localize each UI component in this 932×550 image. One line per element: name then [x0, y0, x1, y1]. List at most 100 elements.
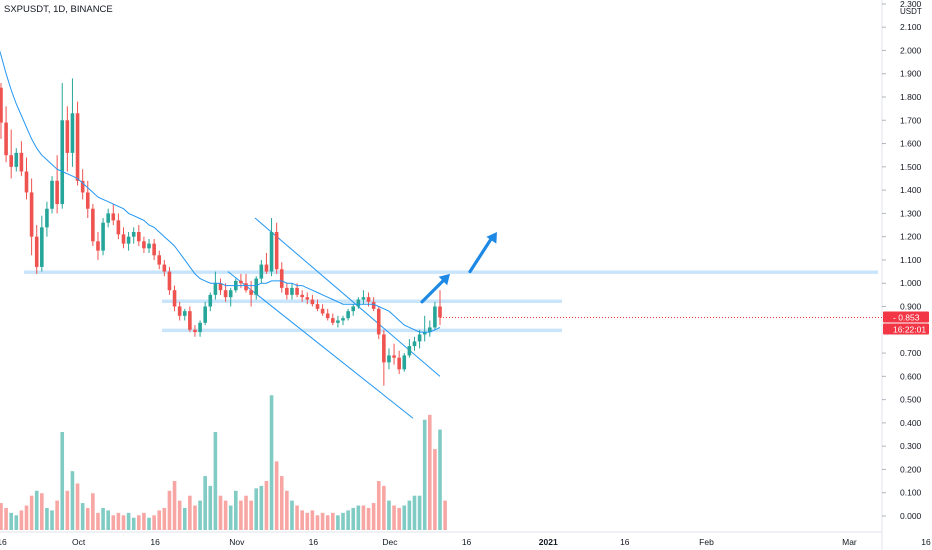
- volume-bar: [234, 490, 238, 530]
- x-tick-label: 16: [620, 537, 630, 547]
- candle-body: [361, 297, 366, 300]
- volume-bar: [361, 505, 366, 530]
- volume-bar: [376, 481, 381, 530]
- volume-bar: [341, 512, 345, 530]
- candle-body: [24, 171, 29, 193]
- candle: [244, 273, 248, 293]
- volume-bar: [137, 515, 141, 530]
- candle-body: [193, 329, 197, 333]
- candle-body: [4, 122, 8, 156]
- candle-body: [402, 355, 407, 370]
- candle: [376, 306, 381, 340]
- price-tags: - 0.853 16:22:01: [440, 311, 929, 335]
- volume-bar: [228, 505, 233, 530]
- volume-bar: [356, 505, 361, 530]
- arrow-head: [486, 232, 497, 244]
- candle: [70, 78, 75, 167]
- support-zone: [162, 328, 562, 333]
- volume-bar: [193, 505, 197, 530]
- volume-bar: [325, 515, 330, 530]
- volume-bar: [407, 500, 412, 530]
- volume-bar: [188, 495, 192, 530]
- y-tick-label: 1.000: [900, 278, 922, 288]
- x-tick-label: Nov: [229, 537, 245, 547]
- y-tick-label: 1.700: [900, 115, 922, 125]
- y-tick-label: 1.300: [900, 208, 922, 218]
- candle-body: [223, 290, 228, 298]
- volume-bar: [65, 490, 70, 530]
- current-price-label: - 0.853: [893, 312, 920, 322]
- moving-average: [0, 50, 441, 333]
- volume-bar: [80, 503, 85, 530]
- candle-body: [341, 318, 345, 321]
- volume-bar: [305, 512, 310, 530]
- candle: [213, 271, 218, 300]
- y-tick-label: 0.100: [900, 488, 922, 498]
- volume-bar: [402, 505, 407, 530]
- arrow-head: [438, 273, 450, 286]
- volume-bar: [172, 481, 177, 530]
- volume-bar: [254, 488, 259, 530]
- candle-body: [315, 304, 320, 309]
- volume-bar: [310, 510, 315, 530]
- candle: [111, 204, 116, 226]
- volume-bar: [285, 490, 289, 530]
- volume-bar: [427, 414, 432, 530]
- candle-body: [371, 301, 376, 309]
- candle: [91, 204, 95, 246]
- volume-bar: [126, 512, 131, 530]
- candle: [137, 225, 141, 246]
- volume-bar: [331, 512, 335, 530]
- y-tick-label: 0.400: [900, 418, 922, 428]
- y-tick-label: 1.800: [900, 92, 922, 102]
- candle: [172, 285, 177, 312]
- candle: [315, 299, 320, 312]
- candle: [325, 308, 330, 321]
- current-price-tag: [883, 311, 929, 323]
- volume-bar: [213, 432, 218, 530]
- volume-bar: [382, 485, 386, 530]
- candle-body: [111, 213, 116, 221]
- candle: [417, 329, 422, 349]
- candle-body: [70, 113, 75, 153]
- volume-bar: [412, 495, 417, 530]
- volume-bar: [152, 515, 156, 530]
- volume-bar: [75, 483, 80, 530]
- candle-body: [19, 152, 24, 172]
- candle-body: [203, 306, 207, 323]
- y-tick-label: 2.300: [900, 0, 922, 9]
- y-tick-label: 1.100: [900, 255, 922, 265]
- candle: [356, 297, 361, 309]
- candle-body: [433, 306, 437, 328]
- candle-body: [65, 120, 70, 153]
- candle-body: [34, 236, 39, 267]
- candle: [208, 292, 213, 312]
- candle-body: [366, 297, 371, 302]
- candle-body: [188, 311, 192, 330]
- candle-body: [239, 280, 243, 284]
- volume-bars: [0, 395, 447, 530]
- y-tick-label: 1.400: [900, 185, 922, 195]
- candle: [121, 227, 126, 249]
- volume-bar: [218, 495, 223, 530]
- projection-arrows: [420, 232, 497, 304]
- ma-line: [0, 50, 441, 333]
- x-tick-label: 16: [921, 537, 931, 547]
- candle: [167, 266, 172, 295]
- candle-body: [177, 306, 182, 316]
- candle-body: [162, 264, 167, 272]
- candle-body: [356, 299, 361, 307]
- volume-bar: [208, 485, 213, 530]
- candle: [264, 252, 269, 274]
- candle: [336, 315, 340, 328]
- volume-bar: [45, 507, 49, 530]
- candle-body: [152, 243, 156, 256]
- y-tick-label: 1.500: [900, 162, 922, 172]
- volume-bar: [29, 495, 34, 530]
- volume-bar: [366, 507, 371, 530]
- y-axis-unit: USDT: [900, 7, 922, 16]
- channel-upper-line: [254, 217, 441, 377]
- candle-body: [126, 236, 131, 244]
- candle-body: [142, 241, 146, 249]
